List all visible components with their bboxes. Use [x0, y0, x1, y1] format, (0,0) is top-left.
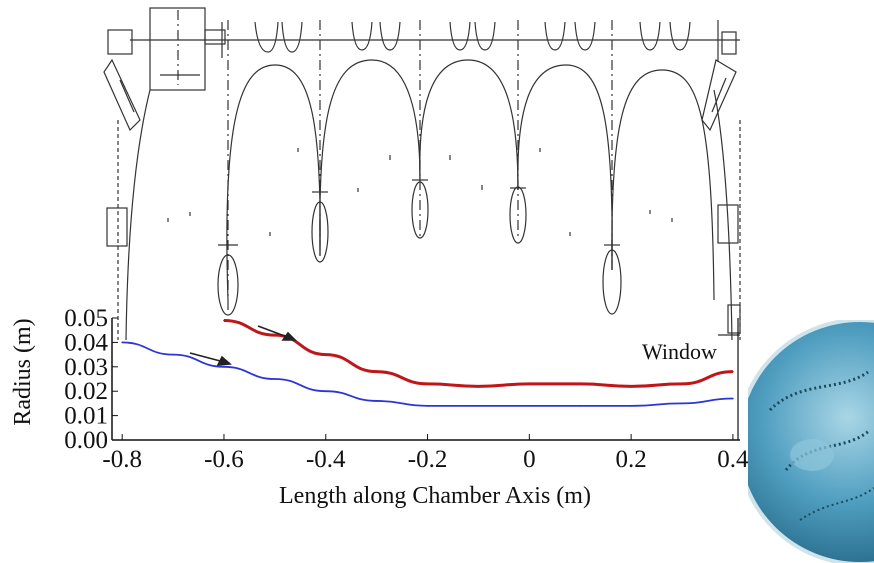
x-tick-label: -0.6 — [204, 446, 244, 473]
y-tick-label: 0.04 — [64, 329, 108, 356]
window-label: Window — [642, 339, 717, 364]
trajectory-point — [732, 397, 734, 400]
y-axis-title: Radius (m) — [10, 318, 36, 425]
x-tick-label: -0.2 — [408, 446, 448, 473]
trajectory-point — [274, 378, 276, 380]
y-tick-label: 0.01 — [64, 403, 108, 430]
x-tick-label: 0.2 — [615, 446, 646, 473]
y-tick-label: 0.05 — [64, 305, 108, 332]
plot-area: -0.8 -0.6 -0.4 -0.2 0 0.2 0.4 0.000.010.020.03… — [10, 305, 749, 509]
trajectory-point — [528, 405, 531, 407]
trajectory-point — [121, 341, 123, 344]
trajectory-point — [324, 390, 327, 393]
trajectory-point — [681, 383, 683, 385]
beam-direction-arrow — [189, 352, 232, 366]
trajectory-point — [630, 385, 632, 388]
trajectory-point — [172, 353, 174, 356]
trajectory-point — [375, 400, 378, 402]
trajectory-point — [630, 405, 632, 407]
beam-direction-arrow — [257, 325, 297, 341]
trajectory-point — [681, 402, 683, 405]
x-tick-label: -0.8 — [102, 446, 142, 473]
trajectory-point — [426, 405, 429, 407]
trajectory-point — [324, 353, 327, 356]
x-tick-label: 0.4 — [717, 446, 749, 473]
trajectory-point — [375, 370, 378, 373]
y-tick-label: 0.00 — [64, 427, 108, 454]
trajectory-point — [732, 370, 734, 373]
chamber-cross-section — [103, 7, 741, 341]
x-axis-title: Length along Chamber Axis (m) — [279, 483, 591, 509]
trajectory-point — [223, 366, 225, 368]
red-trajectory-line — [223, 318, 733, 388]
y-tick-label: 0.03 — [64, 354, 108, 381]
trajectory-point — [223, 319, 225, 322]
trajectory-point — [579, 383, 582, 385]
trajectory-point — [477, 385, 480, 388]
x-tick-label: -0.4 — [306, 446, 346, 473]
y-tick-label: 0.02 — [64, 378, 108, 405]
trajectory-point — [274, 334, 276, 336]
x-tick-label: 0 — [523, 446, 536, 473]
trajectory-point — [528, 383, 531, 385]
trajectory-point — [579, 405, 582, 407]
trajectory-point — [426, 383, 429, 385]
window-sphere-image — [748, 320, 874, 563]
trajectory-point — [477, 405, 480, 407]
